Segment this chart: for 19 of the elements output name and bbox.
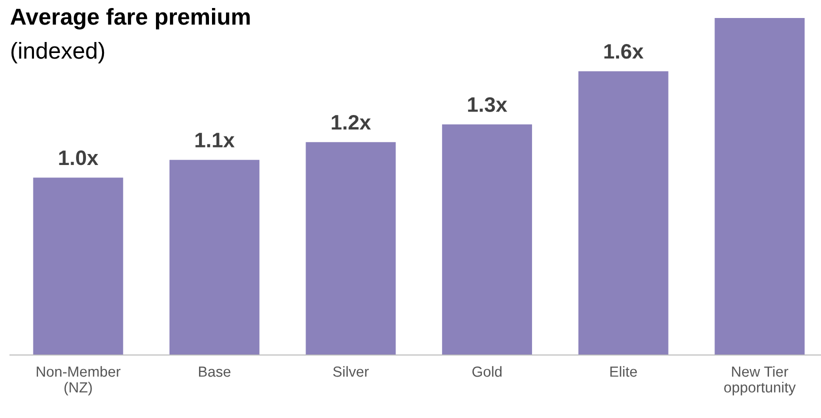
bar: [442, 124, 532, 355]
x-tick-label: Base: [199, 366, 230, 377]
bar: [714, 18, 805, 355]
bar: [169, 160, 260, 355]
x-tick-label: Non-Member (NZ): [36, 366, 120, 396]
data-label: 1.0x: [59, 150, 98, 166]
x-tick-label: Gold: [472, 366, 502, 377]
bar: [33, 178, 124, 355]
bar: [306, 142, 396, 355]
data-label: 1.3x: [468, 97, 508, 112]
text: (indexed): [11, 42, 104, 64]
data-label: 1.2x: [332, 114, 371, 130]
x-tick-label: Silver: [333, 366, 369, 377]
x-tick-label: Elite: [610, 366, 637, 377]
x-tick-label: New Tier opportunity: [724, 366, 796, 396]
data-label: 1.1x: [195, 132, 235, 148]
chart-title: Average fare premium: [10, 8, 250, 30]
bar: [578, 71, 668, 355]
data-label: 1.6x: [604, 44, 644, 59]
